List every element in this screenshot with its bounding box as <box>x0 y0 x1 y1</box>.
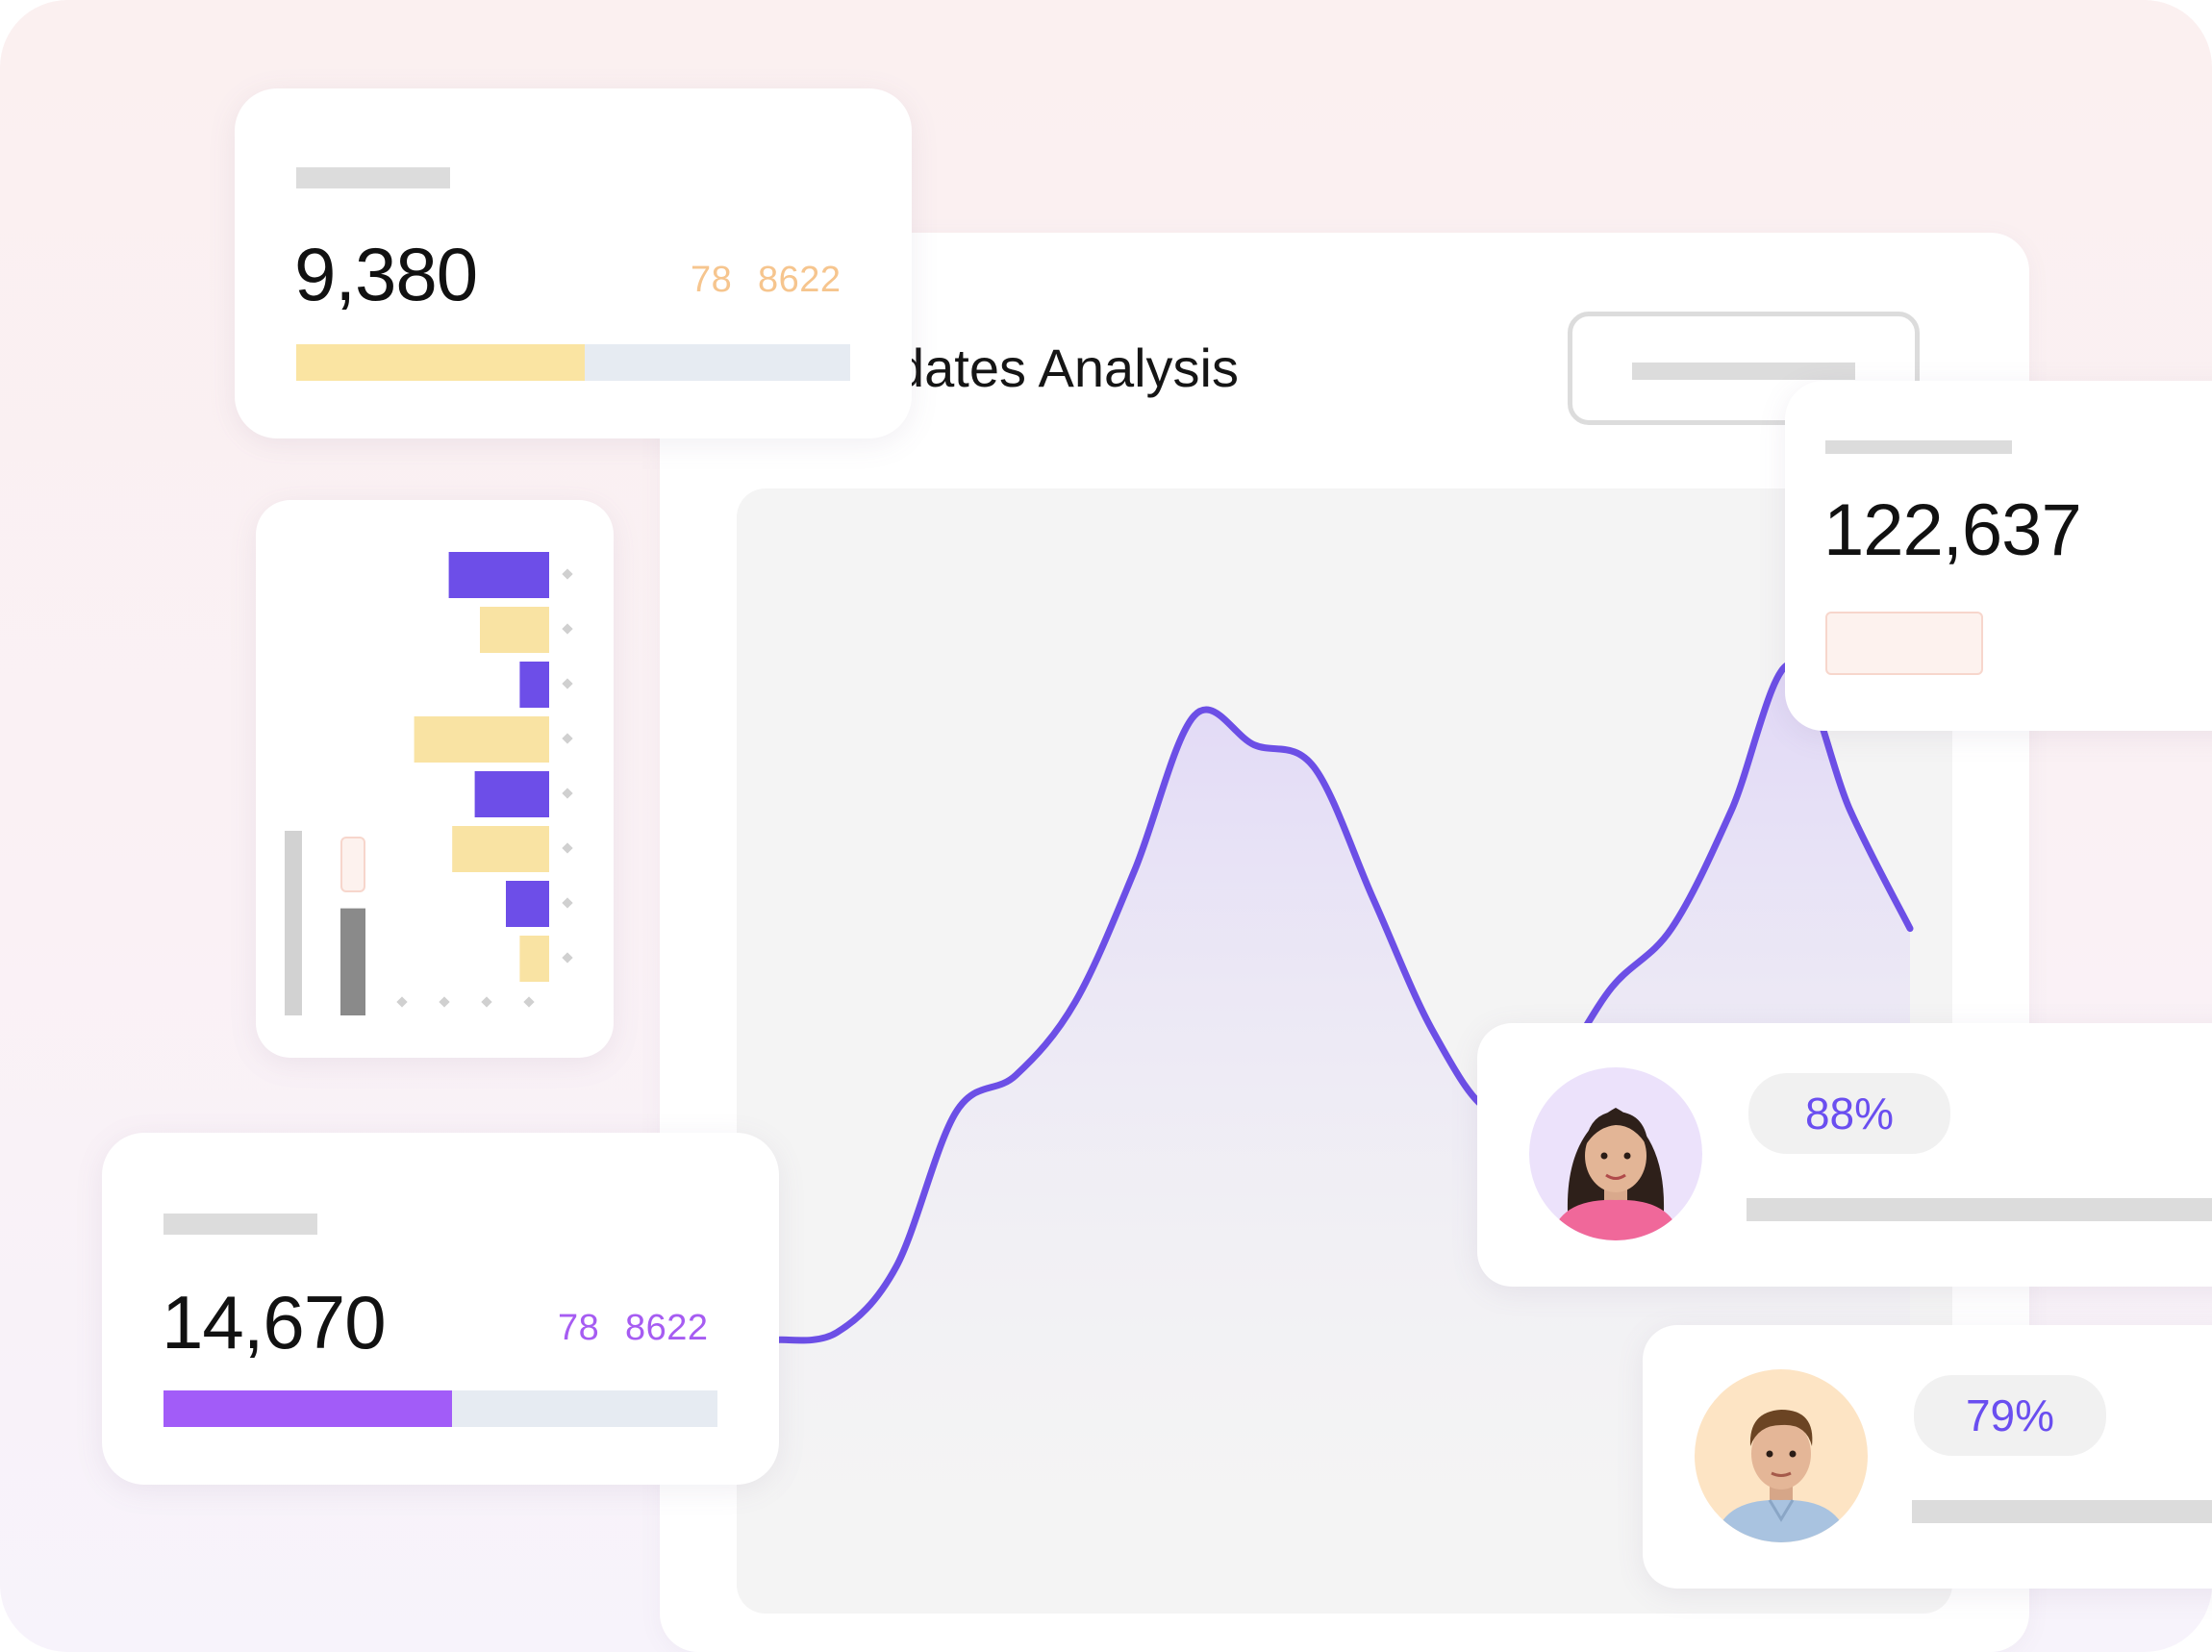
progress-bar-fill <box>296 344 585 381</box>
percent-badge: 79% <box>1914 1375 2106 1456</box>
axis-tick-dot <box>439 996 450 1008</box>
h-bar <box>414 716 549 763</box>
h-bar <box>452 826 549 872</box>
bar-tick-dot <box>562 897 573 909</box>
peach-indicator <box>340 837 365 892</box>
stat-value: 14,670 <box>162 1280 387 1364</box>
v-column <box>340 908 365 1015</box>
stat-value: 9,380 <box>294 232 478 316</box>
stat-sub-a: 78 <box>691 260 733 300</box>
h-bar <box>519 662 549 708</box>
bar-tick-dot <box>562 678 573 689</box>
axis-tick-dot <box>481 996 492 1008</box>
person-name-placeholder <box>1912 1500 2212 1523</box>
man-avatar-icon <box>1695 1369 1868 1542</box>
percent-badge: 88% <box>1748 1073 1950 1154</box>
progress-bar <box>163 1390 717 1427</box>
stat-card-bottom: 14,670 78 8622 <box>102 1133 779 1485</box>
woman-avatar-icon <box>1529 1067 1702 1240</box>
stat-value: 122,637 <box>1823 489 2082 571</box>
person-card: 79% <box>1643 1325 2212 1589</box>
h-bar <box>474 771 549 817</box>
panel-dropdown-button[interactable] <box>1568 312 1920 425</box>
bar-tick-dot <box>562 842 573 854</box>
dropdown-placeholder-text <box>1632 363 1855 380</box>
bar-tick-dot <box>562 952 573 964</box>
stat-sub-b: 8622 <box>758 260 842 300</box>
panel-title: dates Analysis <box>894 338 1239 398</box>
stat-card-right: 122,637 <box>1785 381 2212 731</box>
h-bar <box>448 552 549 598</box>
person-name-placeholder <box>1747 1198 2212 1221</box>
bar-tick-dot <box>562 623 573 635</box>
stat-card-label-placeholder <box>296 167 450 188</box>
h-bar <box>506 881 549 927</box>
stat-sub-b: 8622 <box>625 1308 709 1348</box>
h-bar <box>519 936 549 982</box>
progress-bar <box>296 344 850 381</box>
v-column <box>285 831 302 1015</box>
stat-card-top: 9,380 78 8622 <box>235 88 912 438</box>
bar-chart-widget <box>256 500 614 1058</box>
bar-tick-dot <box>562 568 573 580</box>
person-card: 88% <box>1477 1023 2212 1287</box>
h-bar <box>480 607 549 653</box>
bar-widget-chart <box>285 552 573 1015</box>
axis-tick-dot <box>396 996 408 1008</box>
bar-tick-dot <box>562 733 573 744</box>
axis-tick-dot <box>523 996 535 1008</box>
bar-tick-dot <box>562 788 573 799</box>
stat-sub-a: 78 <box>558 1308 600 1348</box>
peach-badge <box>1825 612 1983 675</box>
stat-card-label-placeholder <box>163 1214 317 1235</box>
stat-card-label-placeholder <box>1825 440 2012 454</box>
progress-bar-fill <box>163 1390 452 1427</box>
